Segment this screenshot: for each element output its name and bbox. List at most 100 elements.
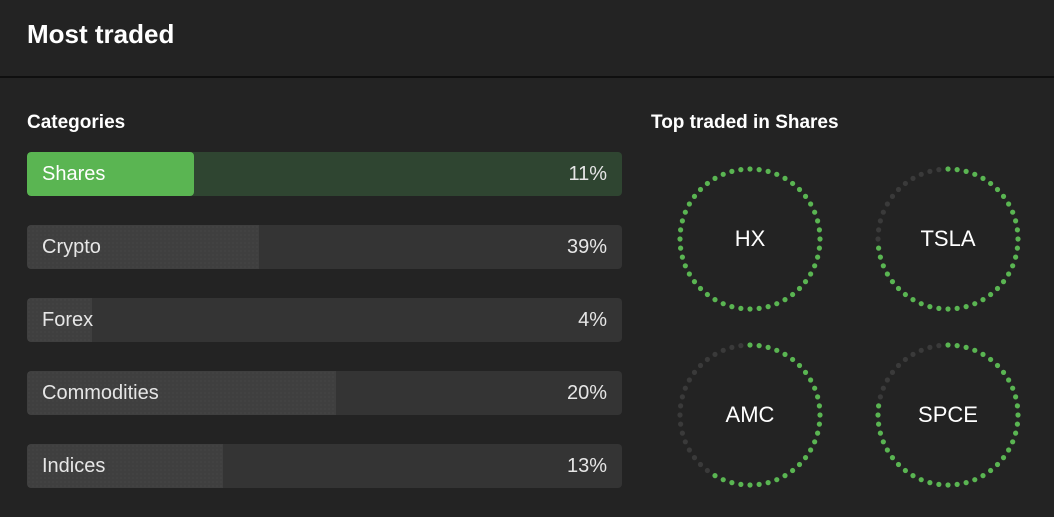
stock-symbol: SPCE <box>918 402 978 427</box>
ring-dot <box>1006 201 1012 207</box>
stock-symbol: HX <box>734 226 766 251</box>
ring-dot <box>1006 377 1012 383</box>
ring-dot <box>796 186 803 193</box>
ring-dot <box>691 369 698 375</box>
ring-dot <box>686 447 692 453</box>
ring-dot <box>677 236 683 242</box>
ring-dot <box>954 167 960 173</box>
ring-dot <box>815 394 821 400</box>
ring-dot <box>808 447 814 453</box>
ring-dot <box>756 343 762 349</box>
ring-dot <box>910 297 916 303</box>
ring-dot <box>738 167 744 173</box>
ring-dot <box>875 412 881 418</box>
panel-header: Most traded <box>0 0 1054 78</box>
ring-dot <box>877 430 883 436</box>
category-row-crypto[interactable]: Crypto 39% <box>27 225 622 269</box>
ring-dot <box>902 180 908 187</box>
ring-dot <box>980 297 986 303</box>
ring-dot <box>936 343 942 349</box>
ring-dot <box>682 439 688 445</box>
page-title: Most traded <box>27 18 175 49</box>
ring-dot <box>945 482 951 488</box>
ring-dot <box>678 421 684 427</box>
ring-dot <box>1015 412 1021 418</box>
stock-ring-spce[interactable]: SPCE <box>873 340 1023 490</box>
ring-dot <box>765 480 771 486</box>
ring-dot <box>816 245 822 251</box>
ring-dot <box>738 305 744 311</box>
ring-dot <box>954 305 960 311</box>
category-row-indices[interactable]: Indices 13% <box>27 444 622 488</box>
ring-dot <box>756 305 762 311</box>
ring-dot <box>704 291 710 298</box>
ring-dot <box>704 467 710 474</box>
category-name: Indices <box>42 455 106 477</box>
ring-dot <box>704 180 710 187</box>
ring-dot <box>945 342 951 348</box>
ring-dot <box>884 447 890 453</box>
ring-dot <box>720 171 726 177</box>
ring-dot <box>817 236 823 242</box>
ring-dot <box>738 481 744 487</box>
ring-dot <box>686 271 692 277</box>
top-traded-heading: Top traded in Shares <box>651 112 839 133</box>
ring-dot <box>815 430 821 436</box>
ring-dot <box>902 356 908 363</box>
ring-dot <box>765 304 771 310</box>
ring-dot <box>712 351 718 357</box>
ring-dot <box>880 385 886 391</box>
ring-dot <box>816 421 822 427</box>
ring-dot <box>1014 421 1020 427</box>
category-list: Shares 11% Crypto 39% Forex 4% Commoditi… <box>27 152 622 517</box>
ring-dot <box>880 263 886 269</box>
category-row-commodities[interactable]: Commodities 20% <box>27 371 622 415</box>
ring-dot <box>812 263 818 269</box>
ring-dot <box>796 285 803 292</box>
ring-dot <box>747 166 753 172</box>
category-row-forex[interactable]: Forex 4% <box>27 298 622 342</box>
ring-dot <box>782 351 788 357</box>
ring-dot <box>954 481 960 487</box>
ring-dot <box>963 168 969 174</box>
stock-symbol: AMC <box>725 402 775 427</box>
ring-dot <box>877 394 883 400</box>
ring-dot <box>802 455 809 461</box>
ring-dot <box>895 461 902 468</box>
ring-dot <box>747 482 753 488</box>
category-percent: 39% <box>566 236 607 258</box>
ring-dot <box>756 167 762 173</box>
category-percent: 20% <box>566 382 607 404</box>
ring-dot <box>765 168 771 174</box>
stock-ring-tsla[interactable]: TSLA <box>873 164 1023 314</box>
ring-dot <box>729 480 735 486</box>
ring-dot <box>1010 209 1016 215</box>
ring-progress <box>677 342 823 488</box>
ring-dot <box>876 245 882 251</box>
ring-dot <box>988 180 994 187</box>
stock-ring-hx[interactable]: HX <box>675 164 825 314</box>
ring-dot <box>1010 263 1016 269</box>
ring-dot <box>1015 236 1021 242</box>
ring-dot <box>875 236 881 242</box>
ring-dot <box>816 227 822 233</box>
ring-dot <box>756 481 762 487</box>
ring-dot <box>796 362 803 369</box>
ring-dot <box>994 362 1001 369</box>
ring-dot <box>1013 394 1019 400</box>
ring-dot <box>808 377 814 383</box>
ring-dot <box>945 306 951 312</box>
ring-dot <box>994 285 1001 292</box>
ring-dot <box>972 477 978 483</box>
category-row-shares[interactable]: Shares 11% <box>27 152 622 196</box>
ring-dot <box>1000 279 1007 285</box>
ring-dot <box>729 304 735 310</box>
categories-heading: Categories <box>27 112 126 133</box>
ring-dot <box>817 412 823 418</box>
stock-ring-amc[interactable]: AMC <box>675 340 825 490</box>
ring-dot <box>812 439 818 445</box>
ring-dot <box>963 304 969 310</box>
ring-dot <box>790 467 796 474</box>
ring-dot <box>876 403 882 409</box>
stock-symbol: TSLA <box>920 226 976 251</box>
